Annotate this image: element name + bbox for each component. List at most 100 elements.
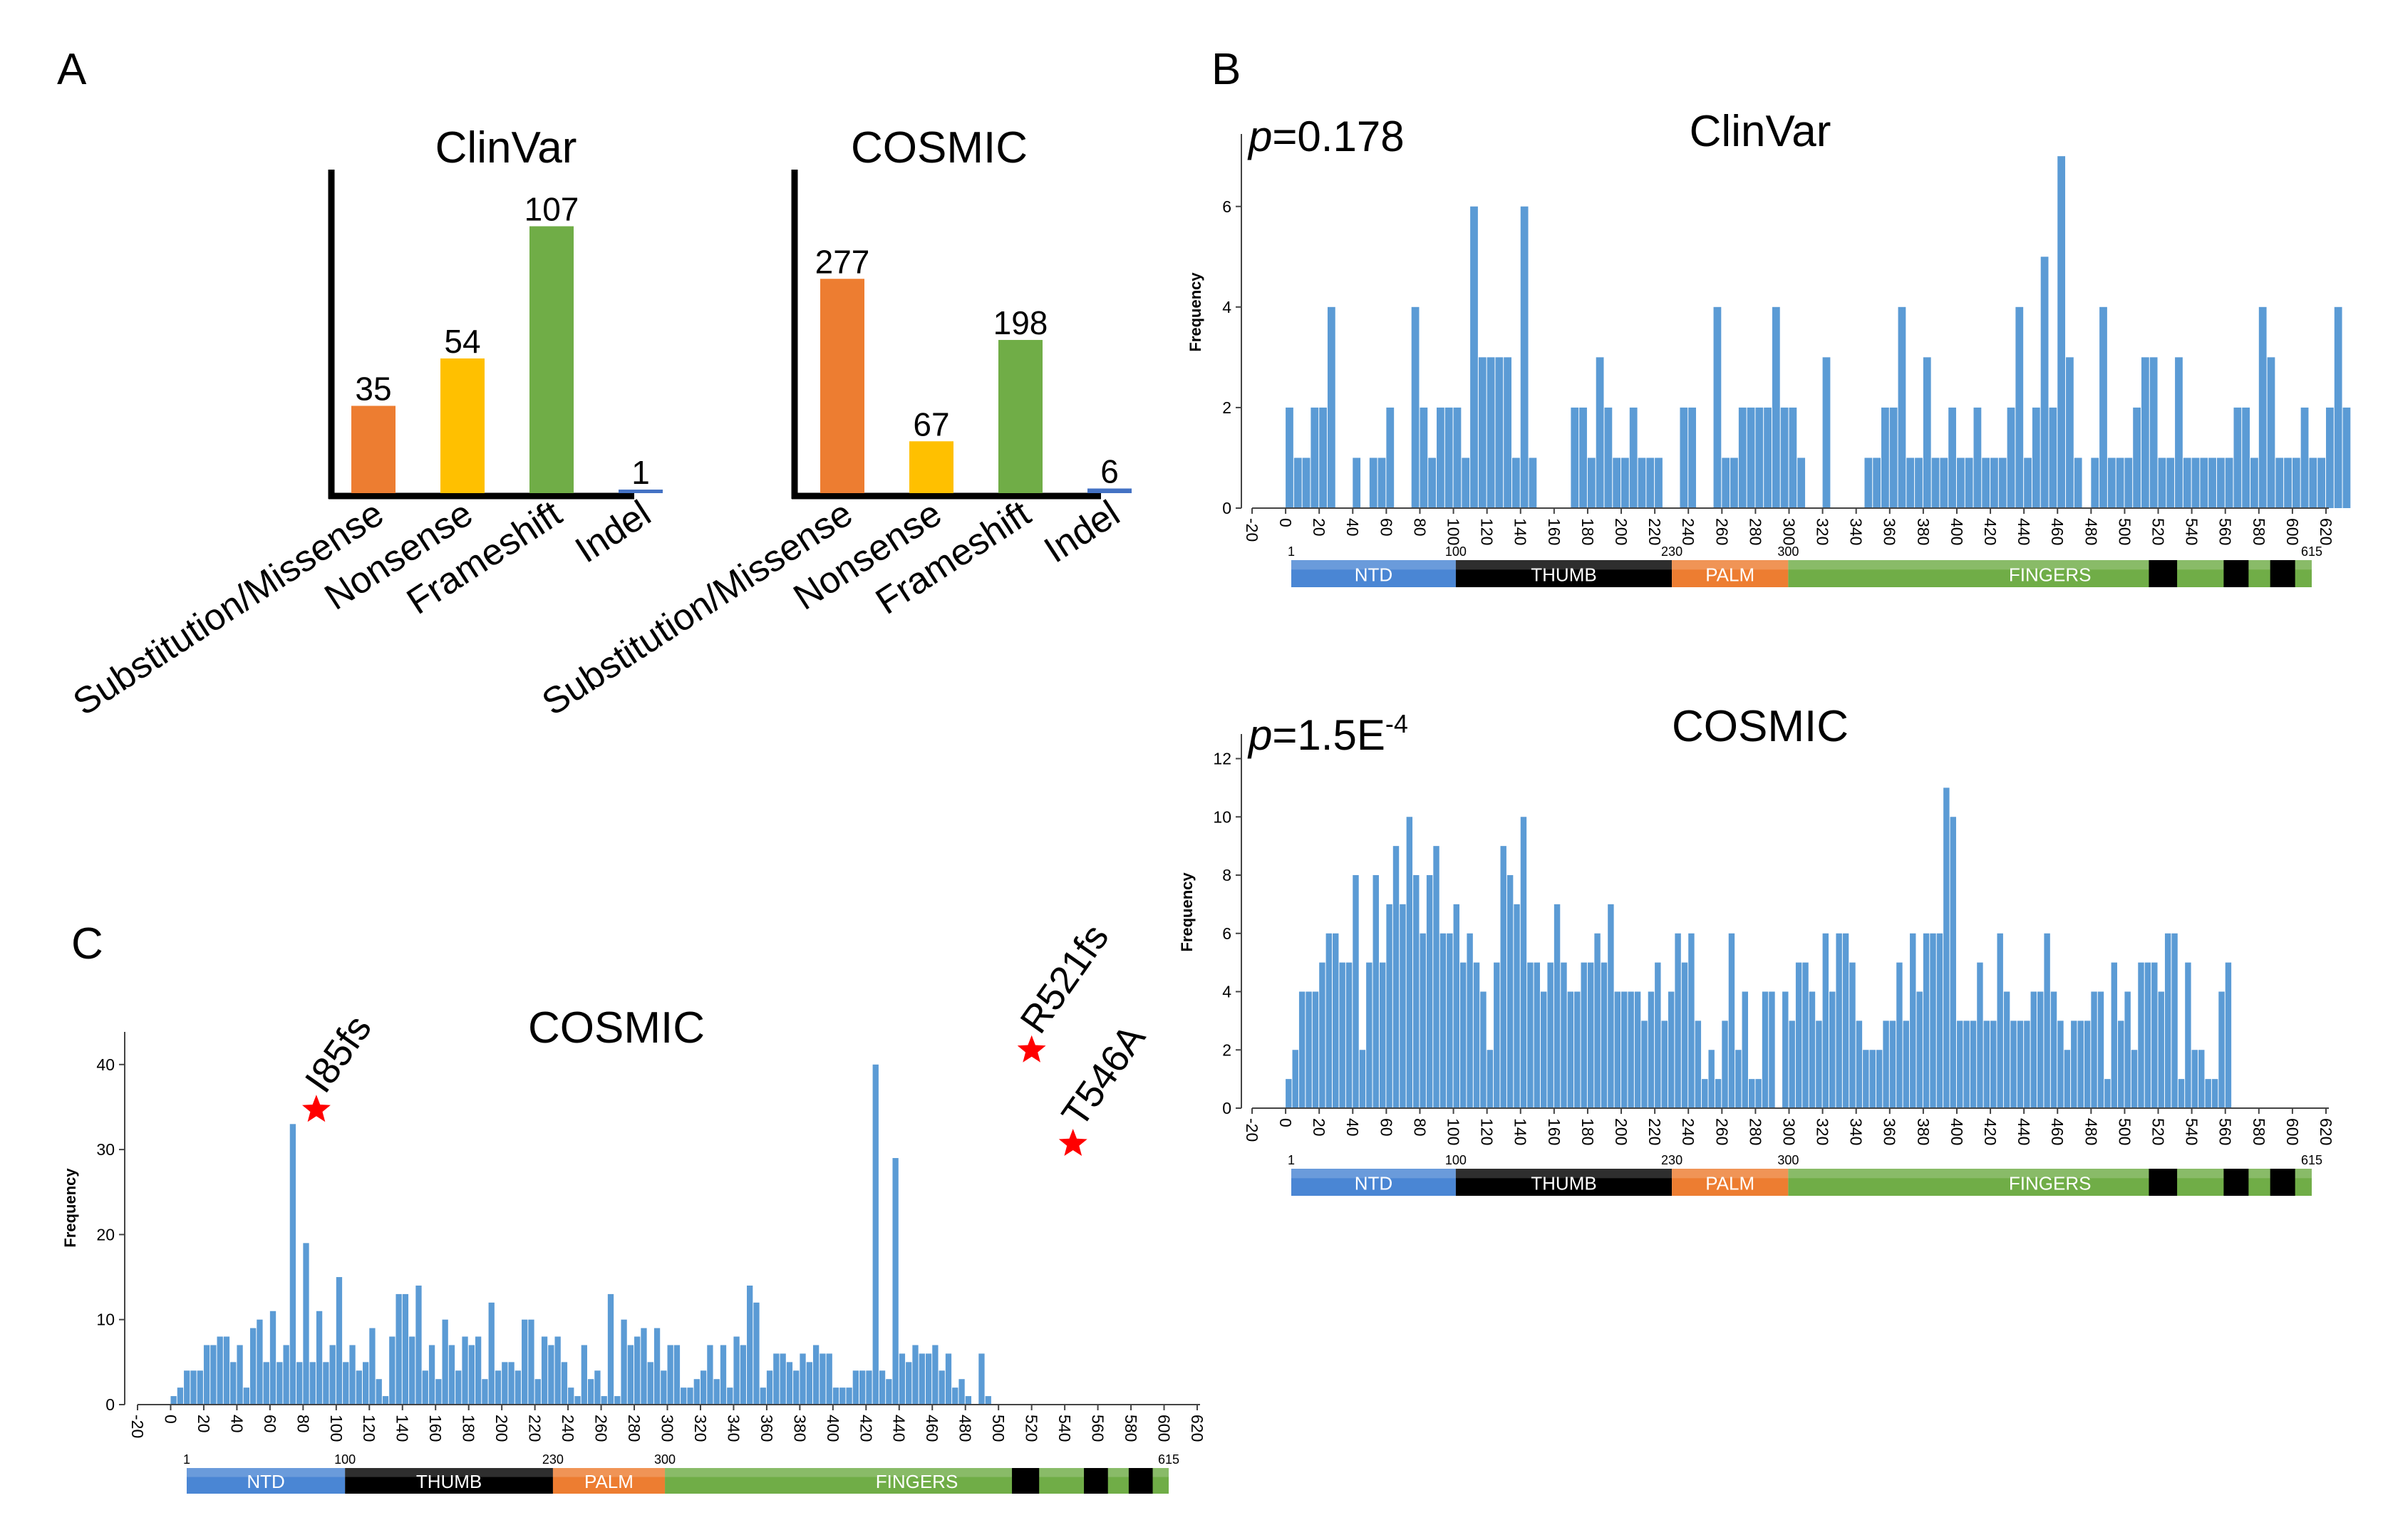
- histogram-bar: [362, 1362, 369, 1405]
- histogram-bar: [2191, 1050, 2198, 1108]
- histogram-bar: [1594, 933, 1601, 1108]
- histogram-bar: [661, 1370, 667, 1405]
- histogram-bar: [2218, 991, 2225, 1108]
- histogram-bar: [1943, 787, 1950, 1108]
- histogram-bar: [1339, 962, 1345, 1108]
- histogram-bar: [1487, 357, 1495, 508]
- histogram-bar: [1379, 962, 1386, 1108]
- histogram-bar: [1574, 991, 1581, 1108]
- bar-value-label: 198: [993, 304, 1048, 341]
- x-tick-label: -20: [1243, 518, 1261, 542]
- histogram-bar: [713, 1379, 720, 1405]
- x-tick-label: 60: [1377, 1118, 1395, 1137]
- domain-label: FINGERS: [2009, 1173, 2092, 1194]
- histogram-bar: [952, 1387, 958, 1405]
- hotspot-star: [1017, 1035, 1046, 1063]
- bar-value-label: 6: [1100, 453, 1119, 490]
- x-tick-label: 420: [1981, 518, 2000, 545]
- histogram-bar: [1353, 458, 1361, 508]
- x-tick-label: -20: [128, 1415, 147, 1438]
- x-tick-label: 0: [1276, 518, 1295, 527]
- histogram-bar: [1500, 846, 1506, 1108]
- histogram-bar: [594, 1370, 601, 1405]
- histogram-bar: [1755, 1079, 1762, 1108]
- histogram-bar: [607, 1293, 614, 1405]
- histogram-bar: [1504, 357, 1511, 508]
- histogram-bar: [1963, 1020, 1970, 1108]
- histogram-bar: [2030, 991, 2037, 1108]
- x-tick-label: 420: [1981, 1118, 2000, 1145]
- histogram-bar: [502, 1362, 508, 1405]
- histogram-bar: [2208, 458, 2216, 508]
- domain-segment-highlight: [1672, 1169, 1789, 1179]
- x-tick-label: 60: [1377, 518, 1395, 537]
- histogram-bar: [1298, 991, 1306, 1108]
- histogram-bar: [872, 1064, 879, 1405]
- histogram-bar: [1453, 407, 1462, 508]
- domain-boundary-label: 300: [654, 1452, 676, 1467]
- y-tick-label: 12: [1213, 750, 1231, 768]
- domain-boundary-label: 1: [1288, 1153, 1295, 1167]
- domain-segment-highlight: [1788, 1169, 2312, 1179]
- histogram-bar: [1782, 991, 1789, 1108]
- histogram-bar: [587, 1379, 594, 1405]
- x-tick-label: 520: [2149, 1118, 2167, 1145]
- histogram-bar: [1661, 1020, 1668, 1108]
- histogram-bar: [396, 1293, 402, 1405]
- x-tick-label: 560: [1089, 1415, 1107, 1442]
- histogram-bar: [1520, 817, 1527, 1108]
- panel-b-clinvar-histogram: p=0.178 ClinVar Frequency -20 0 20 40 60 80 10…: [1187, 107, 2351, 545]
- x-tick-label: 100: [1444, 1118, 1463, 1145]
- histogram-bar: [1547, 962, 1554, 1108]
- x-tick-label: 440: [890, 1415, 909, 1442]
- histogram-bar: [2309, 458, 2317, 508]
- x-tick-label: 40: [1343, 1118, 1362, 1137]
- x-tick-label: 300: [1779, 1118, 1798, 1145]
- x-tick-label: 220: [526, 1415, 544, 1442]
- histogram-bar: [627, 1345, 634, 1405]
- x-tick-label: 600: [2283, 518, 2302, 545]
- histogram-bar: [1930, 933, 1936, 1108]
- histogram-bar: [1748, 1079, 1755, 1108]
- histogram-bar: [1655, 962, 1661, 1108]
- histogram-bar: [2066, 357, 2074, 508]
- bar: [440, 358, 485, 493]
- histogram-bar: [2124, 458, 2133, 508]
- bar: [998, 340, 1043, 493]
- domain-segment-highlight: [345, 1468, 553, 1477]
- histogram-bar: [1377, 458, 1386, 508]
- histogram-bar: [2183, 458, 2191, 508]
- histogram-bar: [1567, 991, 1574, 1108]
- histogram-bar: [1426, 875, 1433, 1108]
- bar: [820, 279, 864, 493]
- histogram-bar: [846, 1387, 852, 1405]
- histogram-bar: [568, 1387, 574, 1405]
- x-tick-label: 320: [1814, 518, 1832, 545]
- histogram-bar: [1596, 357, 1604, 508]
- histogram-bar: [1428, 458, 1437, 508]
- histogram-bar: [1608, 904, 1614, 1108]
- histogram-bar: [1527, 962, 1534, 1108]
- x-tick-label: 180: [1578, 518, 1597, 545]
- x-tick-label: 620: [1188, 1415, 1206, 1442]
- histogram-bar: [1413, 875, 1420, 1108]
- histogram-bar: [653, 1328, 661, 1405]
- y-tick-label: 4: [1222, 298, 1231, 316]
- x-tick-label: 440: [2015, 1118, 2033, 1145]
- y-tick-label: 8: [1222, 866, 1231, 884]
- histogram-bar: [1816, 1020, 1822, 1108]
- histogram-bar: [2040, 257, 2049, 508]
- histogram-bar: [1621, 991, 1628, 1108]
- histogram-bar: [1292, 1050, 1298, 1108]
- bar: [1087, 488, 1132, 493]
- y-tick-label: 30: [96, 1140, 115, 1159]
- x-tick-label: 480: [2082, 518, 2100, 545]
- histogram-bar: [1444, 407, 1453, 508]
- histogram-bar: [1931, 458, 1940, 508]
- x-tick-label: 200: [1612, 518, 1630, 545]
- histogram-bar: [1977, 962, 1983, 1108]
- histogram-bar: [2211, 1079, 2218, 1108]
- p-value-main: =0.178: [1272, 113, 1404, 160]
- domain-label: NTD: [1355, 564, 1392, 586]
- histogram-bar: [2099, 306, 2107, 508]
